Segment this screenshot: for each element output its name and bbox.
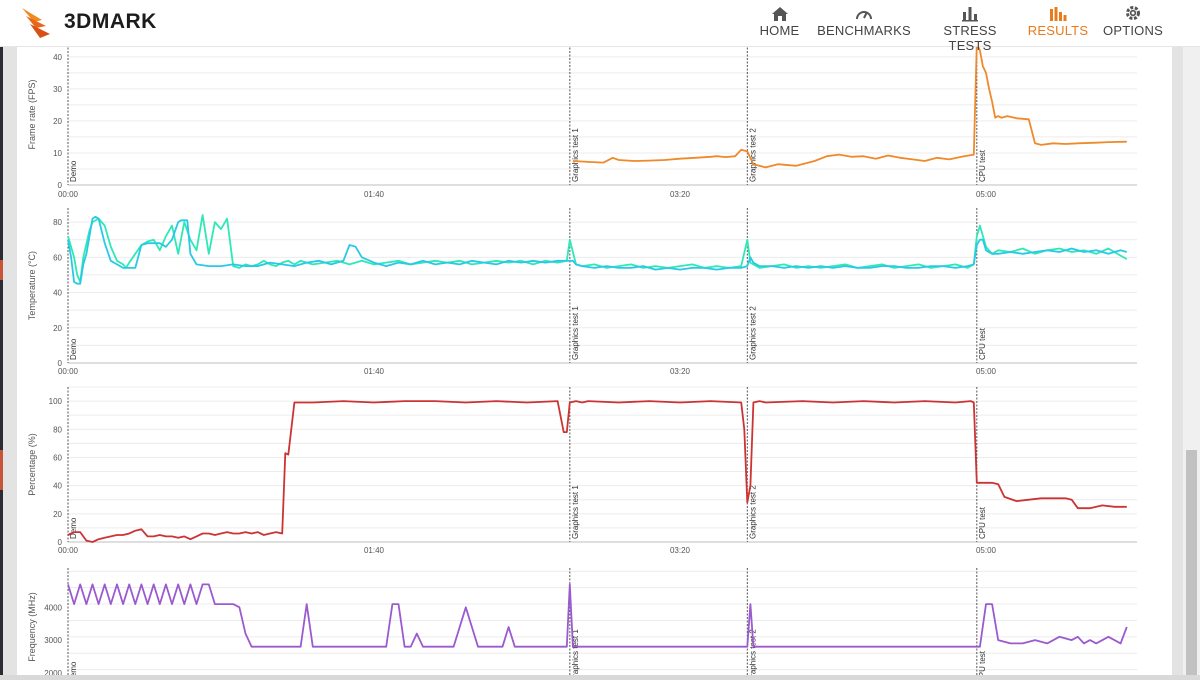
nav-label: OPTIONS xyxy=(1103,23,1163,38)
x-tick-label: 01:40 xyxy=(364,367,385,376)
y-tick-label: 3000 xyxy=(44,636,62,645)
right-gutter xyxy=(1172,46,1183,675)
phase-marker-label: Demo xyxy=(69,661,78,675)
top-navigation-bar: 3DMARK HOME BENCHMARKS STRESS TESTS RESU… xyxy=(0,0,1200,53)
y-tick-label: 2000 xyxy=(44,669,62,675)
y-tick-label: 60 xyxy=(53,253,62,262)
left-gutter xyxy=(3,46,17,675)
x-tick-label: 00:00 xyxy=(58,367,79,376)
y-tick-label: 40 xyxy=(53,53,62,62)
background-app-strip xyxy=(0,0,3,675)
phase-marker-label: Demo xyxy=(69,338,78,360)
nav-label: STRESS TESTS xyxy=(943,23,997,53)
scrollbar-thumb[interactable] xyxy=(1186,450,1197,675)
phase-marker-label: Graphics test 1 xyxy=(571,128,580,182)
x-tick-label: 03:20 xyxy=(670,546,691,555)
y-axis-label: Percentage (%) xyxy=(27,433,37,496)
x-tick-label: 01:40 xyxy=(364,546,385,555)
bar-chart-icon xyxy=(922,0,1018,22)
phase-marker-label: Graphics test 2 xyxy=(748,306,757,360)
strip-mark xyxy=(0,260,3,280)
y-tick-label: 80 xyxy=(53,425,62,434)
phase-marker-label: CPU test xyxy=(978,149,987,182)
phase-marker-label: Graphics test 2 xyxy=(748,485,757,539)
y-tick-label: 80 xyxy=(53,218,62,227)
gauge-icon xyxy=(814,0,914,22)
logo-text: 3DMARK xyxy=(64,10,157,33)
nav-label: RESULTS xyxy=(1027,23,1089,38)
series-line xyxy=(67,400,1127,543)
series-line xyxy=(67,214,1128,283)
nav-stress-tests[interactable]: STRESS TESTS xyxy=(922,0,1018,53)
y-tick-label: 0 xyxy=(58,181,63,190)
y-tick-label: 40 xyxy=(53,482,62,491)
x-tick-label: 05:00 xyxy=(976,190,997,199)
x-tick-label: 03:20 xyxy=(670,367,691,376)
x-tick-label: 00:00 xyxy=(58,546,79,555)
x-tick-label: 00:00 xyxy=(58,190,79,199)
y-tick-label: 60 xyxy=(53,453,62,462)
gear-icon xyxy=(1098,0,1168,22)
nav-options[interactable]: OPTIONS xyxy=(1098,0,1168,46)
y-tick-label: 30 xyxy=(53,85,62,94)
phase-marker-label: CPU test xyxy=(978,506,987,539)
x-tick-label: 01:40 xyxy=(364,190,385,199)
nav-benchmarks[interactable]: BENCHMARKS xyxy=(814,0,914,46)
3dmark-flame-icon xyxy=(22,8,50,38)
series-line xyxy=(572,43,1127,169)
phase-marker-label: CPU test xyxy=(978,327,987,360)
phase-marker-label: Graphics test 1 xyxy=(571,629,580,675)
y-tick-label: 20 xyxy=(53,117,62,126)
y-tick-label: 20 xyxy=(53,510,62,519)
y-tick-label: 0 xyxy=(58,538,63,547)
series-line xyxy=(67,215,1128,285)
nav-label: HOME xyxy=(759,23,800,38)
phase-marker-label: Demo xyxy=(69,517,78,539)
y-tick-label: 20 xyxy=(53,324,62,333)
phase-marker-label: Demo xyxy=(69,160,78,182)
phase-marker-label: Graphics test 1 xyxy=(571,485,580,539)
phase-marker-label: CPU test xyxy=(978,650,987,675)
nav-results[interactable]: RESULTS xyxy=(1026,0,1090,46)
y-tick-label: 100 xyxy=(49,397,63,406)
series-line xyxy=(67,583,1128,648)
results-icon xyxy=(1026,0,1090,22)
nav-label: BENCHMARKS xyxy=(817,23,911,38)
y-axis-label: Frame rate (FPS) xyxy=(27,79,37,149)
phase-marker-label: Graphics test 2 xyxy=(748,128,757,182)
home-icon xyxy=(752,0,807,22)
x-tick-label: 05:00 xyxy=(976,546,997,555)
3dmark-logo[interactable]: 3DMARK xyxy=(20,2,157,42)
monitoring-charts: 0 10 20 30 40 Frame rate (FPS) 00:00 01:40 03:20… xyxy=(27,43,1137,680)
y-axis-label: Temperature (°C) xyxy=(27,251,37,320)
results-monitoring-panel: 0 10 20 30 40 Frame rate (FPS) 00:00 01:40 03:20… xyxy=(17,43,1172,680)
x-tick-label: 03:20 xyxy=(670,190,691,199)
nav-home[interactable]: HOME xyxy=(752,0,807,46)
phase-marker-label: Graphics test 1 xyxy=(571,306,580,360)
y-axis-label: Frequency (MHz) xyxy=(27,592,37,662)
phase-marker-label: Graphics test 2 xyxy=(748,629,757,675)
x-tick-label: 05:00 xyxy=(976,367,997,376)
y-tick-label: 0 xyxy=(58,359,63,368)
strip-mark xyxy=(0,450,3,490)
y-tick-label: 40 xyxy=(53,289,62,298)
y-tick-label: 10 xyxy=(53,149,62,158)
y-tick-label: 4000 xyxy=(44,603,62,612)
